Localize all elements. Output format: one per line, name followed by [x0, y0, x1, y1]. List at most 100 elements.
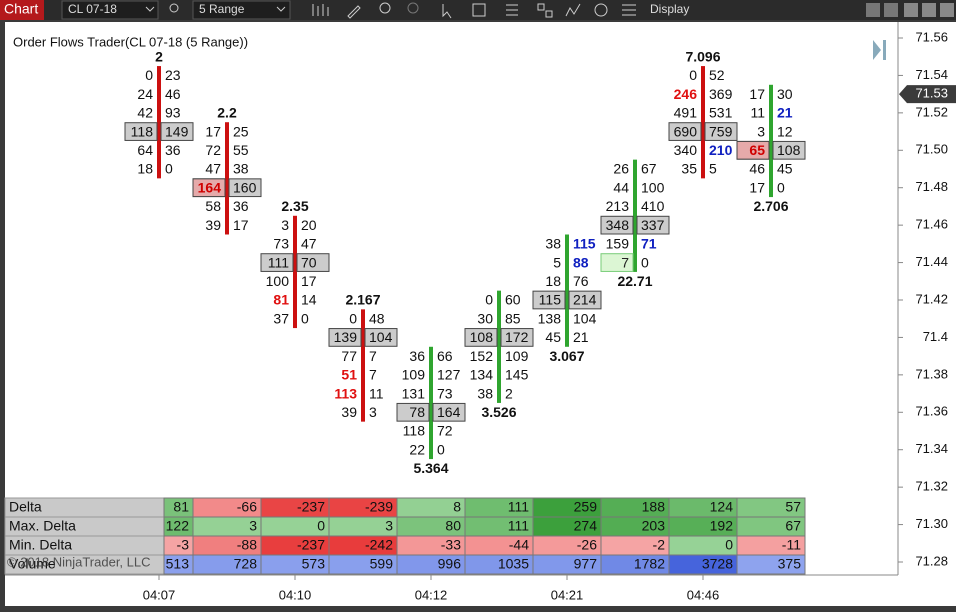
bid-volume: 5 [553, 254, 561, 270]
stats-value: 192 [710, 518, 734, 534]
poc-box [160, 122, 194, 141]
bid-volume: 22 [409, 441, 425, 457]
display-label[interactable]: Display [650, 2, 689, 16]
poc-box [260, 253, 294, 272]
price-tick-label: 71.48 [915, 179, 948, 194]
ask-volume: 104 [369, 329, 393, 345]
stats-value: 57 [785, 499, 801, 515]
bid-volume: 0 [349, 310, 357, 326]
candle [225, 122, 229, 235]
bid-volume: 11 [750, 105, 765, 121]
poc-box [532, 290, 566, 310]
ask-volume: 46 [165, 86, 181, 102]
ask-volume: 0 [165, 161, 173, 177]
bid-volume: 0 [689, 67, 697, 83]
ask-volume: 66 [437, 348, 453, 364]
ask-volume: 0 [641, 254, 649, 270]
ask-volume: 108 [777, 142, 801, 158]
stats-value: 599 [370, 556, 394, 572]
copyright: © 2018 NinjaTrader, LLC [7, 554, 151, 569]
stats-value: 80 [445, 518, 461, 534]
stats-value: -88 [237, 537, 257, 553]
bid-volume: 152 [470, 348, 494, 364]
stats-value: -66 [237, 499, 257, 515]
bid-volume: 17 [205, 123, 221, 139]
ask-volume: 93 [165, 105, 181, 121]
stats-label: Delta [9, 499, 42, 515]
period-select[interactable] [192, 0, 291, 20]
bid-volume: 115 [539, 292, 562, 308]
bid-volume: 45 [545, 329, 561, 345]
stats-value: 0 [725, 537, 733, 553]
stats-value: 0 [317, 518, 325, 534]
stats-value: 111 [508, 518, 529, 534]
bid-volume: 39 [341, 404, 357, 420]
ask-volume: 160 [233, 179, 257, 195]
bid-volume: 111 [268, 254, 289, 270]
candle [293, 215, 297, 329]
poc-box [464, 328, 498, 347]
instrument-select[interactable] [61, 0, 159, 20]
bid-volume: 35 [681, 161, 697, 177]
chart-tab[interactable] [0, 0, 44, 20]
price-tick-label: 71.4 [923, 329, 948, 344]
bid-volume: 0 [145, 67, 153, 83]
ask-volume: 76 [573, 273, 589, 289]
ask-volume: 23 [165, 67, 181, 83]
highlight-box [600, 253, 634, 272]
stats-label: Max. Delta [9, 518, 76, 534]
bid-volume: 340 [674, 142, 698, 158]
highlight-box [192, 178, 226, 198]
ask-volume: 337 [641, 217, 665, 233]
bid-volume: 72 [205, 142, 221, 158]
candle [497, 290, 501, 403]
stats-value: 67 [785, 518, 801, 534]
ask-volume: 36 [165, 142, 181, 158]
bid-volume: 3 [281, 217, 289, 233]
ask-volume: 17 [233, 217, 249, 233]
ask-volume: 104 [573, 310, 597, 326]
ask-volume: 48 [369, 310, 385, 326]
ask-volume: 145 [505, 367, 529, 383]
bar-delta-total: 2 [155, 48, 163, 64]
ask-volume: 100 [641, 179, 665, 195]
stats-value: 122 [166, 518, 190, 534]
stats-value: 203 [642, 518, 666, 534]
bar-delta-total: 2.2 [217, 105, 237, 121]
candle [633, 159, 637, 272]
last-price-tag [899, 85, 956, 104]
search-icon[interactable] [169, 3, 179, 13]
bid-volume: 131 [402, 385, 426, 401]
poc-box [396, 402, 430, 422]
stats-label: Volume [9, 556, 56, 572]
time-label: 04:10 [279, 587, 312, 602]
ask-volume: 172 [505, 329, 529, 345]
ask-volume: 60 [505, 292, 521, 308]
ask-volume: 85 [505, 310, 521, 326]
bid-volume: 108 [470, 329, 494, 345]
bid-volume: 348 [606, 217, 630, 233]
bid-volume: 138 [538, 310, 562, 326]
ask-volume: 70 [301, 254, 317, 270]
stats-cell [736, 554, 806, 575]
bar-delta-total: 2.35 [281, 198, 308, 214]
bid-volume: 18 [137, 161, 153, 177]
ask-volume: 72 [437, 423, 453, 439]
stats-value: -33 [441, 537, 461, 553]
ask-volume: 12 [777, 123, 793, 139]
stats-value: 513 [166, 556, 190, 572]
bid-volume: 113 [334, 385, 357, 401]
poc-box [296, 253, 330, 272]
bid-volume: 139 [334, 329, 358, 345]
window-buttons[interactable] [866, 3, 954, 17]
ask-volume: 214 [573, 292, 597, 308]
ask-volume: 759 [709, 123, 733, 139]
ask-volume: 7 [369, 367, 377, 383]
panel-icon[interactable] [873, 40, 886, 60]
bid-volume: 17 [749, 179, 765, 195]
tool-icons[interactable] [312, 2, 636, 19]
bar-delta-total: 3.526 [481, 404, 516, 420]
bid-volume: 37 [273, 310, 289, 326]
price-tick-label: 71.50 [915, 142, 948, 157]
